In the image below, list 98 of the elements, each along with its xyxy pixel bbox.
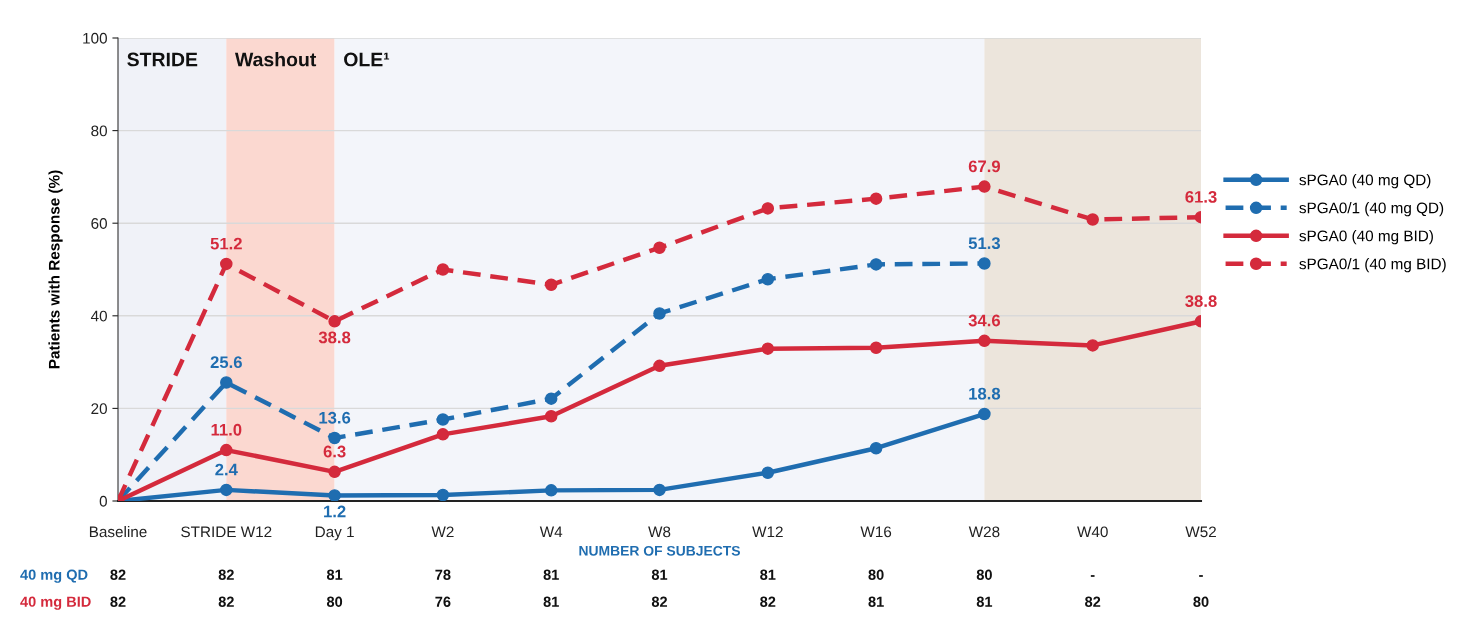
data-label: 38.8 bbox=[318, 331, 351, 344]
point bbox=[869, 341, 883, 354]
point bbox=[653, 359, 666, 373]
band-label: OLE¹ bbox=[344, 52, 390, 67]
x-tick-label: W40 bbox=[1077, 526, 1108, 538]
point bbox=[869, 258, 883, 271]
point bbox=[544, 278, 558, 292]
point bbox=[653, 241, 666, 254]
point bbox=[436, 428, 450, 441]
data-label: 67.9 bbox=[968, 160, 1000, 173]
y-axis-title: Patients with Response (%) bbox=[48, 170, 63, 369]
text: - bbox=[1090, 575, 1095, 577]
point bbox=[653, 483, 666, 497]
data-label: 11.0 bbox=[211, 423, 242, 436]
legend-label: sPGA0/1 (40 mg BID) bbox=[1299, 258, 1446, 273]
x-tick-label: STRIDE W12 bbox=[181, 526, 272, 538]
x-tick-label: W4 bbox=[539, 526, 563, 538]
data-label: 51.3 bbox=[968, 237, 1001, 250]
point bbox=[978, 334, 991, 348]
text: 80 bbox=[976, 569, 992, 580]
point bbox=[978, 180, 991, 193]
legend-label: sPGA0 (40 mg BID) bbox=[1299, 230, 1433, 245]
data-label: 51.2 bbox=[210, 237, 242, 250]
x-tick-label: W28 bbox=[968, 526, 1000, 538]
point bbox=[328, 431, 341, 445]
text: 82 bbox=[218, 569, 234, 580]
y-tick-label: 80 bbox=[91, 125, 107, 137]
legend-label: sPGA0 (40 mg QD) bbox=[1299, 174, 1431, 189]
point bbox=[436, 488, 450, 501]
data-label: 1.2 bbox=[324, 505, 346, 518]
text: - bbox=[1199, 575, 1203, 577]
x-tick-label: W2 bbox=[431, 526, 454, 538]
point bbox=[653, 307, 666, 320]
point bbox=[978, 257, 991, 270]
x-tick-label: W12 bbox=[752, 526, 783, 538]
x-tick-label: W8 bbox=[648, 526, 671, 538]
x-tick-label: Baseline bbox=[89, 526, 147, 538]
point bbox=[220, 443, 233, 457]
point bbox=[761, 202, 775, 215]
point bbox=[544, 410, 558, 423]
text: 40 mg BID bbox=[20, 596, 91, 610]
text: 81 bbox=[543, 569, 559, 580]
text: 81 bbox=[976, 596, 993, 607]
text: 81 bbox=[543, 596, 559, 607]
text: 81 bbox=[760, 569, 776, 580]
text: 76 bbox=[435, 596, 451, 607]
data-label: 18.8 bbox=[969, 387, 1001, 400]
data-label: 61.3 bbox=[1185, 190, 1217, 203]
x-tick-label: W52 bbox=[1185, 526, 1216, 538]
y-tick-label: 60 bbox=[91, 218, 107, 229]
point bbox=[328, 315, 341, 328]
band-label: Washout bbox=[234, 52, 317, 67]
point bbox=[220, 483, 233, 497]
text: 80 bbox=[326, 596, 343, 607]
point bbox=[1086, 339, 1099, 352]
data-label: 38.8 bbox=[1185, 295, 1217, 307]
text: 82 bbox=[110, 596, 126, 607]
point bbox=[1086, 213, 1099, 226]
text: 82 bbox=[651, 596, 668, 607]
point bbox=[436, 263, 450, 276]
y-tick-label: 0 bbox=[99, 495, 107, 507]
point bbox=[220, 376, 233, 389]
text: NUMBER OF SUBJECTS bbox=[579, 545, 740, 556]
text: 78 bbox=[435, 569, 451, 580]
text: 82 bbox=[1085, 596, 1101, 607]
point bbox=[436, 413, 450, 426]
y-tick-label: 100 bbox=[83, 32, 107, 44]
data-label: 6.3 bbox=[323, 445, 346, 458]
text: 80 bbox=[1193, 596, 1209, 607]
point bbox=[869, 441, 883, 455]
text: 40 mg QD bbox=[20, 569, 88, 583]
data-label: 2.4 bbox=[215, 463, 238, 476]
point bbox=[544, 392, 558, 405]
text: 81 bbox=[651, 569, 668, 580]
text: 82 bbox=[760, 596, 776, 607]
text: 81 bbox=[868, 596, 884, 607]
point bbox=[761, 272, 775, 286]
text: 82 bbox=[218, 596, 234, 607]
point bbox=[328, 489, 341, 501]
point bbox=[978, 407, 991, 421]
y-tick-label: 20 bbox=[91, 403, 107, 415]
x-tick-label: Day 1 bbox=[315, 526, 354, 541]
point bbox=[328, 465, 341, 479]
text: 82 bbox=[110, 569, 126, 580]
text: 81 bbox=[326, 569, 343, 580]
point bbox=[220, 257, 233, 271]
y-tick-label: 40 bbox=[90, 310, 107, 322]
point bbox=[869, 192, 883, 205]
x-tick-label: W16 bbox=[860, 526, 892, 538]
data-label: 13.6 bbox=[319, 411, 351, 424]
point bbox=[761, 342, 775, 355]
data-label: 34.6 bbox=[968, 314, 1001, 327]
text: 80 bbox=[868, 569, 884, 580]
data-label: 25.6 bbox=[210, 356, 242, 369]
band-label: STRIDE bbox=[127, 52, 198, 67]
legend-label: sPGA0/1 (40 mg QD) bbox=[1299, 202, 1444, 217]
point bbox=[544, 484, 558, 497]
point bbox=[761, 466, 775, 480]
